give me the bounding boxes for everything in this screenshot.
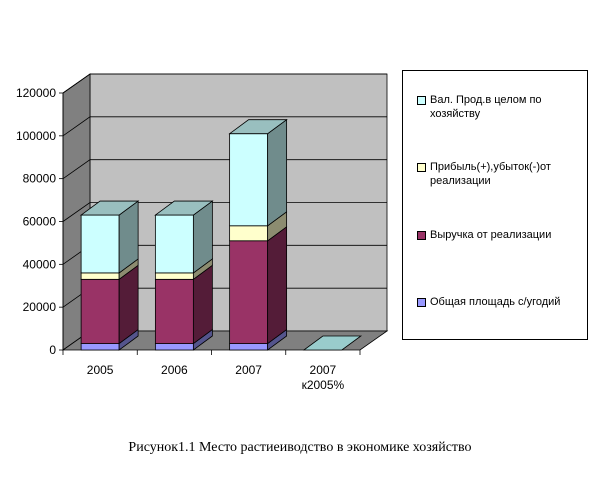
bar-segment-front bbox=[154, 272, 194, 280]
chart-legend: Вал. Прод.в целом по хозяйству Прибыль(+… bbox=[402, 70, 588, 340]
bar-segment-front bbox=[154, 343, 194, 351]
legend-swatch-gross-production bbox=[417, 96, 426, 105]
y-tick-label: 60000 bbox=[23, 215, 57, 229]
bar-segment-top bbox=[228, 119, 288, 135]
legend-swatch-profit bbox=[417, 163, 426, 172]
bar-segment-front bbox=[229, 225, 269, 242]
bar-segment-top bbox=[79, 200, 140, 216]
bar-segment-front bbox=[154, 214, 194, 274]
bar-segment-front bbox=[80, 278, 120, 344]
y-tick-label: 20000 bbox=[23, 300, 57, 314]
legend-label-gross-production: Вал. Прод.в целом по хозяйству bbox=[430, 94, 542, 120]
gridline bbox=[62, 116, 387, 137]
bar-segment-front bbox=[80, 214, 120, 274]
bar-segment-top bbox=[154, 200, 214, 216]
y-tick-label: 100000 bbox=[16, 129, 56, 143]
legend-label-profit: Прибыль(+),убыток(-)от реализации bbox=[430, 161, 551, 187]
gridline bbox=[62, 202, 387, 222]
chart-bars bbox=[79, 118, 363, 351]
x-axis-ticks: 2005 2006 2007 2007 к2005% bbox=[62, 350, 361, 392]
legend-item-revenue: Выручка от реализации bbox=[417, 228, 581, 242]
legend-label-revenue: Выручка от реализации bbox=[430, 229, 552, 241]
y-tick-label: 40000 bbox=[23, 257, 57, 271]
bar-segment-front bbox=[80, 272, 120, 280]
y-tick-label: 80000 bbox=[23, 172, 57, 186]
bar-segment-front bbox=[229, 240, 269, 344]
y-tick-label: 120000 bbox=[16, 86, 56, 100]
gridline bbox=[62, 73, 387, 94]
x-tick-label: 2005 bbox=[87, 363, 114, 377]
x-tick-label: 2006 bbox=[161, 363, 188, 377]
bar-segment-side bbox=[267, 118, 288, 227]
bar-zero-top bbox=[302, 335, 363, 351]
bar-segment-front bbox=[229, 343, 269, 351]
x-tick-label: 2007 bbox=[235, 363, 262, 377]
figure-caption: Рисунок1.1 Место растиеиводство в эконом… bbox=[128, 440, 472, 455]
x-tick-label: 2007 к2005% bbox=[302, 363, 345, 392]
legend-label-total-area: Общая площадь с/угодий bbox=[430, 296, 561, 308]
bar-segment-front bbox=[80, 343, 120, 351]
legend-item-total-area: Общая площадь с/угодий bbox=[417, 295, 581, 309]
legend-item-gross-production: Вал. Прод.в целом по хозяйству bbox=[417, 93, 581, 121]
legend-swatch-revenue bbox=[417, 231, 426, 240]
y-tick-label: 0 bbox=[49, 343, 56, 357]
gridline bbox=[62, 159, 387, 179]
legend-swatch-total-area bbox=[417, 298, 426, 307]
legend-item-profit: Прибыль(+),убыток(-)от реализации bbox=[417, 160, 581, 188]
bar-segment-front bbox=[154, 278, 194, 344]
bar-segment-side bbox=[267, 225, 288, 345]
bar-segment-front bbox=[229, 133, 269, 227]
y-axis-ticks: 0 20000 40000 60000 80000 100000 120000 bbox=[16, 86, 64, 357]
